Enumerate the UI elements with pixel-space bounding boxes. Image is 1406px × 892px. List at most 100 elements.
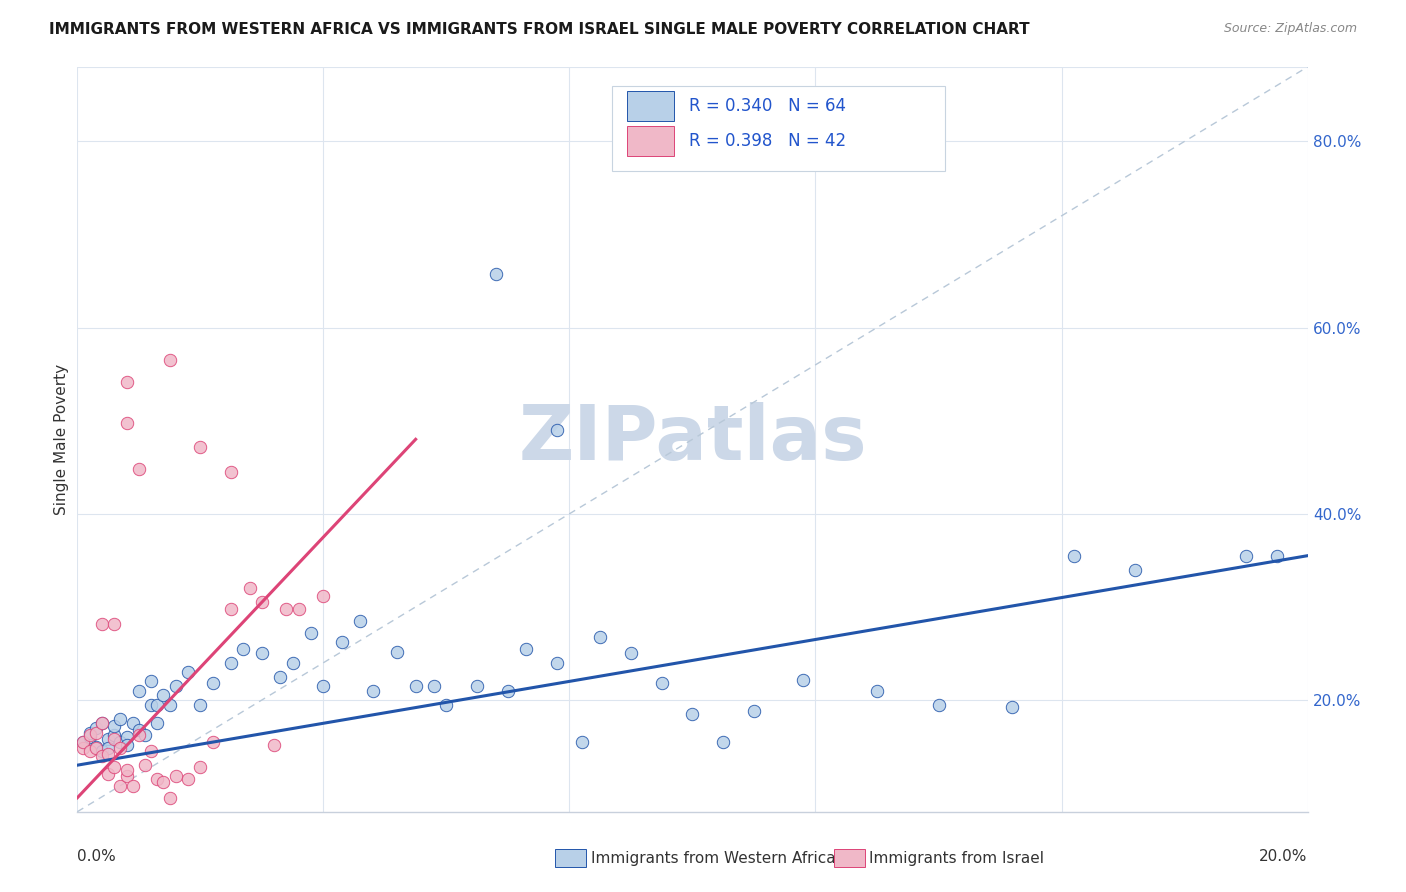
Point — [110, 712, 132, 726]
Point — [465, 679, 488, 693]
Point — [177, 665, 200, 679]
Text: R = 0.398   N = 42: R = 0.398 N = 42 — [689, 132, 846, 151]
Point — [219, 656, 242, 670]
Text: Immigrants from Israel: Immigrants from Israel — [869, 851, 1043, 865]
Point — [128, 728, 150, 742]
Point — [146, 716, 169, 731]
Point — [103, 719, 125, 733]
Point — [103, 616, 125, 631]
Point — [405, 679, 427, 693]
Point — [79, 744, 101, 758]
Point — [128, 683, 150, 698]
Point — [141, 674, 163, 689]
Point — [97, 767, 120, 781]
Y-axis label: Single Male Poverty: Single Male Poverty — [53, 364, 69, 515]
Point — [546, 423, 568, 437]
Point — [90, 716, 114, 731]
Point — [103, 732, 125, 747]
Point — [250, 595, 273, 609]
Point — [159, 790, 181, 805]
Point — [84, 739, 107, 754]
Point — [79, 728, 101, 742]
Point — [97, 747, 120, 761]
Point — [1265, 549, 1288, 563]
Text: ZIPatlas: ZIPatlas — [519, 402, 866, 476]
Point — [546, 656, 568, 670]
Point — [188, 698, 212, 712]
Point — [128, 723, 150, 737]
Point — [276, 601, 298, 615]
Point — [72, 741, 94, 756]
Point — [79, 725, 101, 739]
Point — [250, 647, 273, 661]
Text: R = 0.340   N = 64: R = 0.340 N = 64 — [689, 97, 846, 115]
Point — [361, 683, 384, 698]
Point — [134, 728, 156, 742]
Point — [239, 582, 262, 596]
Point — [177, 772, 200, 786]
Point — [146, 772, 169, 786]
Point — [152, 689, 174, 703]
Point — [219, 465, 242, 479]
Text: Immigrants from Western Africa: Immigrants from Western Africa — [591, 851, 835, 865]
Point — [928, 698, 950, 712]
Point — [589, 630, 612, 644]
Point — [121, 716, 143, 731]
Point — [110, 779, 132, 793]
Point — [330, 635, 353, 649]
Point — [141, 698, 163, 712]
Point — [188, 760, 212, 774]
Point — [188, 440, 212, 454]
Point — [571, 735, 593, 749]
Point — [866, 683, 889, 698]
Point — [110, 735, 132, 749]
Point — [651, 676, 673, 690]
Point — [159, 353, 181, 368]
Point — [103, 728, 125, 742]
Point — [312, 679, 335, 693]
Point — [72, 735, 94, 749]
Point — [269, 670, 291, 684]
Text: 0.0%: 0.0% — [77, 849, 117, 864]
Text: Source: ZipAtlas.com: Source: ZipAtlas.com — [1223, 22, 1357, 36]
Point — [201, 676, 224, 690]
Point — [219, 601, 242, 615]
Point — [115, 730, 138, 744]
Point — [84, 721, 107, 735]
Point — [90, 744, 114, 758]
Point — [485, 267, 508, 281]
Point — [201, 735, 224, 749]
Point — [141, 744, 163, 758]
Point — [115, 763, 138, 777]
Point — [115, 375, 138, 389]
Point — [312, 589, 335, 603]
Point — [79, 730, 101, 744]
Point — [97, 741, 120, 756]
Point — [72, 735, 94, 749]
Bar — [627, 127, 673, 156]
Point — [385, 644, 409, 658]
Point — [152, 775, 174, 789]
Point — [128, 462, 150, 476]
Point — [121, 779, 143, 793]
FancyBboxPatch shape — [613, 86, 945, 171]
Point — [436, 698, 458, 712]
Point — [423, 679, 446, 693]
Point — [90, 716, 114, 731]
Point — [115, 738, 138, 752]
Point — [742, 704, 765, 718]
Point — [1234, 549, 1257, 563]
Point — [110, 741, 132, 756]
Point — [288, 601, 311, 615]
Point — [1125, 563, 1147, 577]
Point — [496, 683, 519, 698]
Point — [146, 698, 169, 712]
Point — [90, 616, 114, 631]
Point — [349, 614, 371, 628]
Point — [103, 760, 125, 774]
Point — [134, 758, 156, 772]
Point — [299, 626, 322, 640]
Point — [515, 641, 537, 656]
Point — [1001, 700, 1024, 714]
Text: 20.0%: 20.0% — [1260, 849, 1308, 864]
